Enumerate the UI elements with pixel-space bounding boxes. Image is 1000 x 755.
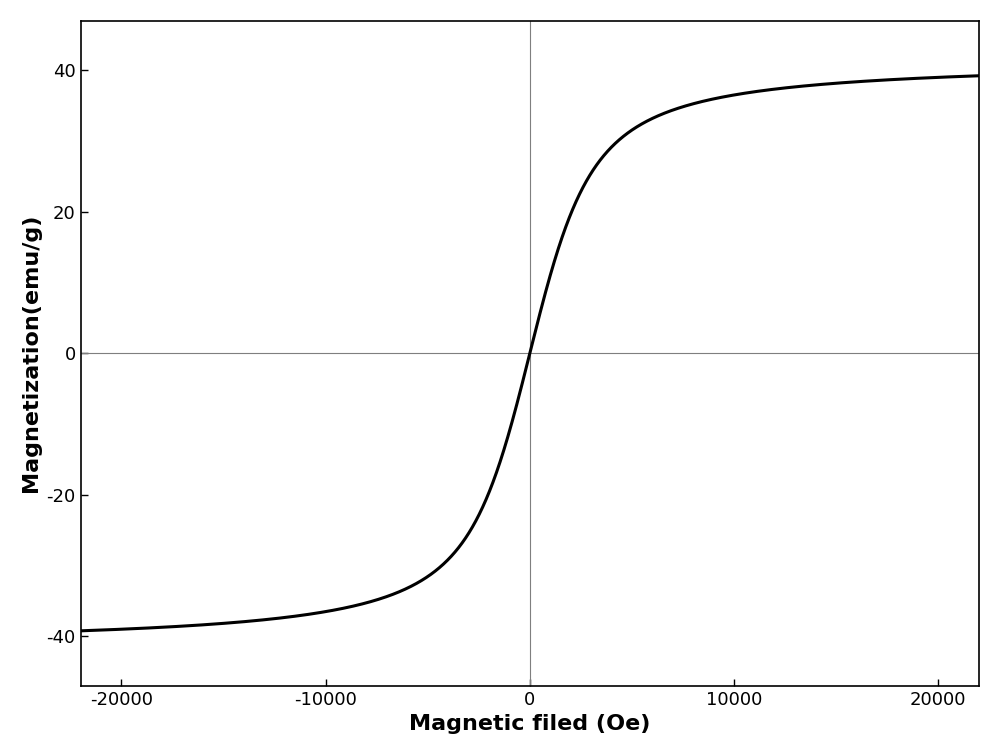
X-axis label: Magnetic filed (Oe): Magnetic filed (Oe)	[409, 714, 651, 734]
Y-axis label: Magnetization(emu/g): Magnetization(emu/g)	[21, 214, 41, 492]
